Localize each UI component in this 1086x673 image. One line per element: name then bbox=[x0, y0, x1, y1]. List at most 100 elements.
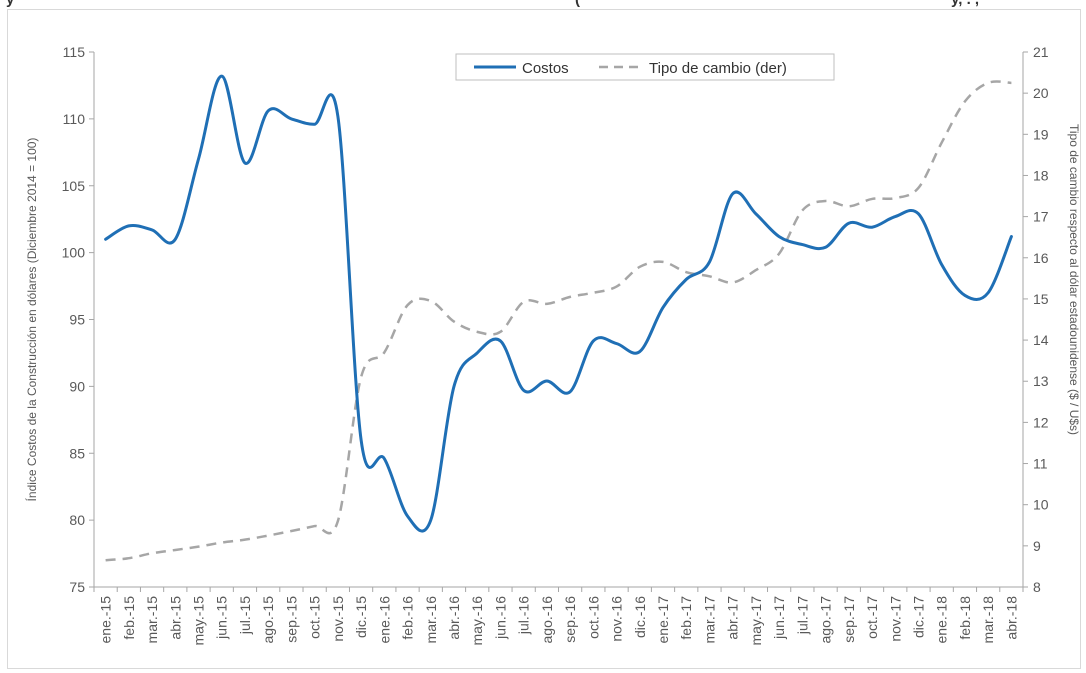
right-tick-label: 18 bbox=[1033, 167, 1049, 183]
right-tick-label: 13 bbox=[1033, 373, 1049, 389]
legend-box bbox=[455, 53, 835, 81]
data-point bbox=[290, 530, 292, 532]
category-tick-label: ago.-17 bbox=[818, 596, 834, 644]
right-tick-label: 12 bbox=[1033, 414, 1049, 430]
data-point bbox=[406, 515, 408, 517]
chart-title-clipped: y (y, . , bbox=[0, 0, 1086, 9]
data-point bbox=[453, 320, 455, 322]
data-point bbox=[197, 158, 199, 160]
data-point bbox=[708, 261, 710, 263]
category-tick-label: jun.-16 bbox=[492, 596, 508, 640]
data-point bbox=[662, 306, 664, 308]
data-point bbox=[267, 110, 269, 112]
left-tick-label: 85 bbox=[69, 445, 85, 461]
data-point bbox=[244, 538, 246, 540]
right-tick-label: 9 bbox=[1033, 538, 1041, 554]
category-tick-label: ene.-17 bbox=[655, 596, 671, 644]
data-point bbox=[244, 162, 246, 164]
data-point bbox=[174, 549, 176, 551]
data-point bbox=[964, 100, 966, 102]
data-point bbox=[824, 200, 826, 202]
left-tick-label: 100 bbox=[62, 245, 86, 261]
category-tick-label: ago.-16 bbox=[539, 596, 555, 644]
data-point bbox=[221, 541, 223, 543]
data-point bbox=[987, 82, 989, 84]
category-tick-label: mar.-16 bbox=[423, 596, 439, 644]
left-tick-label: 105 bbox=[62, 178, 86, 194]
data-point bbox=[569, 296, 571, 298]
category-tick-label: feb.-17 bbox=[678, 596, 694, 640]
data-point bbox=[476, 331, 478, 333]
category-tick-label: dic.-17 bbox=[910, 596, 926, 638]
category-tick-label: ene.-15 bbox=[98, 596, 114, 644]
axes-group bbox=[93, 52, 1024, 588]
data-point bbox=[360, 439, 362, 441]
legend-label-tipo-de-cambio: Tipo de cambio (der) bbox=[649, 60, 787, 77]
right-tick-label: 21 bbox=[1033, 44, 1049, 60]
data-point bbox=[151, 552, 153, 554]
right-tick-label: 11 bbox=[1033, 456, 1048, 472]
data-point bbox=[453, 385, 455, 387]
data-point bbox=[197, 545, 199, 547]
data-point bbox=[848, 222, 850, 224]
left-tick-label: 115 bbox=[63, 44, 86, 60]
data-point bbox=[313, 123, 315, 125]
left-tick-label: 75 bbox=[69, 579, 85, 595]
data-point bbox=[801, 209, 803, 211]
data-point bbox=[639, 350, 641, 352]
data-point bbox=[708, 275, 710, 277]
category-tick-label: abr.-18 bbox=[1003, 596, 1019, 640]
category-tick-label: jul.-15 bbox=[237, 596, 253, 635]
right-tick-label: 20 bbox=[1033, 85, 1049, 101]
data-point bbox=[151, 229, 153, 231]
line-chart: 75 80 85 90 95 100 105 110 115 8 9 10 11 12 13 14 15 16 1… bbox=[24, 44, 1081, 646]
series-group-tipo-de-cambio bbox=[104, 80, 1012, 562]
data-point bbox=[987, 292, 989, 294]
right-tick-label: 17 bbox=[1033, 209, 1049, 225]
chart-title-left-fragment: y bbox=[6, 0, 14, 8]
data-point bbox=[964, 294, 966, 296]
category-tick-label: nov.-15 bbox=[330, 596, 346, 642]
data-point bbox=[290, 118, 292, 120]
right-axis-ticks: 8 9 10 11 12 13 14 15 16 17 18 19 20 21 bbox=[1023, 44, 1049, 595]
category-tick-label: oct.-15 bbox=[307, 596, 323, 639]
data-point bbox=[546, 380, 548, 382]
left-tick-label: 80 bbox=[69, 512, 85, 528]
category-tick-label: jul.-17 bbox=[794, 596, 810, 635]
data-point bbox=[569, 391, 571, 393]
data-point bbox=[592, 292, 594, 294]
category-tick-label: mar.-15 bbox=[144, 596, 160, 644]
data-point bbox=[871, 226, 873, 228]
chart-title-tail-fragment: y, . , bbox=[951, 0, 979, 8]
category-tick-label: feb.-16 bbox=[400, 596, 416, 640]
data-point bbox=[941, 141, 943, 143]
series-line-tipo-de-cambio bbox=[105, 80, 1012, 562]
series-line-costos bbox=[104, 74, 1013, 533]
series-group-costos bbox=[104, 74, 1013, 533]
chart-frame: 75 80 85 90 95 100 105 110 115 8 9 10 11 12 13 14 15 16 1… bbox=[7, 9, 1081, 669]
data-point bbox=[755, 213, 757, 215]
category-tick-label: jun.-17 bbox=[771, 596, 787, 640]
data-point bbox=[406, 304, 408, 306]
data-point bbox=[430, 519, 432, 521]
data-point bbox=[104, 559, 106, 561]
left-tick-label: 95 bbox=[69, 312, 85, 328]
data-point bbox=[639, 266, 641, 268]
data-point bbox=[894, 197, 896, 199]
category-tick-label: dic.-15 bbox=[353, 596, 369, 638]
left-tick-label: 110 bbox=[63, 111, 86, 127]
legend-label-costos: Costos bbox=[522, 60, 569, 77]
data-point bbox=[499, 331, 501, 333]
data-point bbox=[685, 271, 687, 273]
right-tick-label: 10 bbox=[1033, 497, 1049, 513]
data-point bbox=[313, 525, 315, 527]
category-tick-label: feb.-15 bbox=[121, 596, 137, 640]
data-point bbox=[615, 285, 617, 287]
category-tick-label: sep.-17 bbox=[841, 596, 857, 643]
data-point bbox=[522, 389, 524, 391]
category-tick-label: may.-17 bbox=[748, 596, 764, 646]
legend: Costos Tipo de cambio (der) bbox=[455, 53, 835, 81]
category-tick-label: ago.-15 bbox=[260, 596, 276, 644]
data-point bbox=[430, 300, 432, 302]
right-tick-label: 15 bbox=[1033, 291, 1049, 307]
